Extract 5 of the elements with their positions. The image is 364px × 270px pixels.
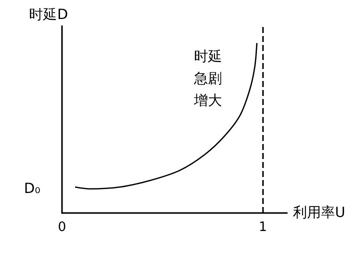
- annotation: 时延急剧增大: [193, 49, 222, 109]
- x-tick-label: 1: [258, 220, 268, 235]
- text: D₀: [24, 181, 41, 197]
- x-tick-label: 0: [58, 220, 66, 235]
- x-axis-title: 利用率U: [293, 205, 346, 221]
